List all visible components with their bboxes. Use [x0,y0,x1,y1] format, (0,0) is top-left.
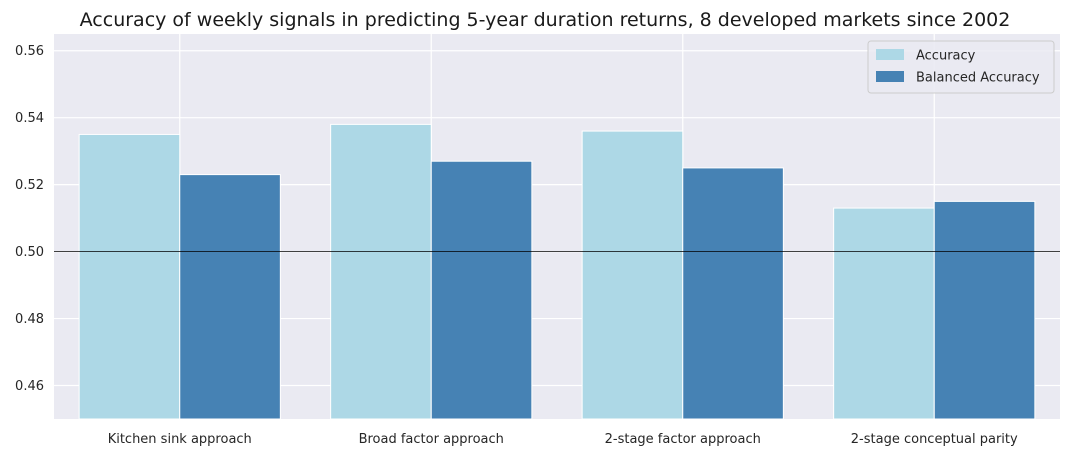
legend-swatch [876,49,904,60]
x-tick-label: Kitchen sink approach [108,432,252,447]
bars [78,123,1036,420]
bar-balanced-accuracy [179,174,281,420]
x-tick-label: Broad factor approach [359,432,504,447]
y-tick-label: 0.54 [15,111,44,126]
bar-accuracy [581,130,684,420]
bar-accuracy [833,207,935,420]
legend-box [867,40,1055,94]
legend: Accuracy Balanced Accuracy [867,40,1055,94]
bar-balanced-accuracy [933,200,1036,420]
y-tick-label: 0.46 [15,379,44,394]
bar-balanced-accuracy [682,167,784,420]
y-axis: 0.46 0.48 0.50 0.52 0.54 0.56 [15,44,44,394]
legend-swatch [876,71,904,82]
chart-title: Accuracy of weekly signals in predicting… [80,9,1011,31]
bar-accuracy [330,123,432,420]
y-tick-label: 0.52 [15,178,44,193]
y-tick-label: 0.50 [15,245,44,260]
x-tick-label: 2-stage factor approach [605,432,761,447]
y-tick-label: 0.48 [15,312,44,327]
bar-balanced-accuracy [430,160,533,420]
x-axis: Kitchen sink approach Broad factor approa… [108,432,1018,447]
x-tick-label: 2-stage conceptual parity [851,432,1018,447]
legend-label: Balanced Accuracy [916,71,1040,86]
y-tick-label: 0.56 [15,44,44,59]
bar-accuracy [78,133,181,420]
legend-label: Accuracy [916,49,976,64]
